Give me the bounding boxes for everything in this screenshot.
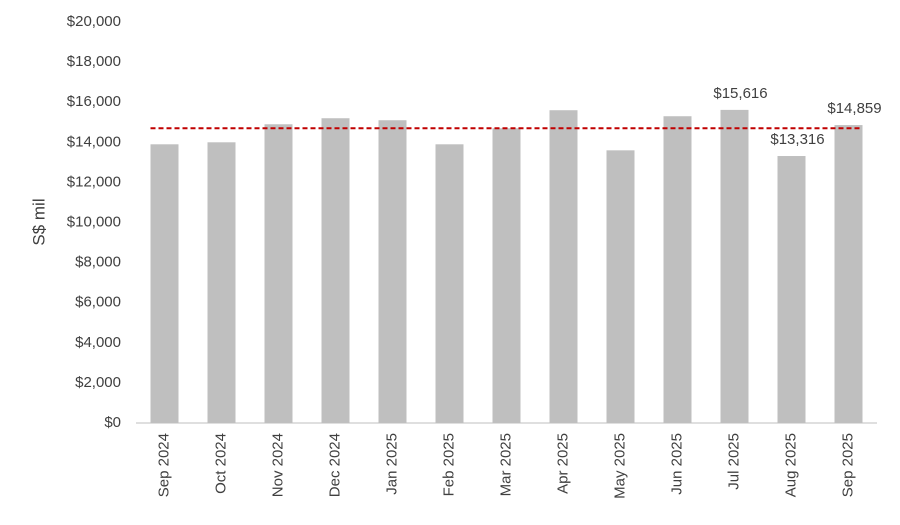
y-tick-label: $8,000 (75, 254, 121, 271)
bar (321, 118, 350, 424)
bar (150, 144, 179, 423)
y-tick-label: $6,000 (75, 294, 121, 311)
x-tick-label: Mar 2025 (497, 433, 514, 496)
bar (606, 150, 635, 423)
bar (834, 125, 863, 423)
bar (720, 109, 749, 423)
y-tick-label: $20,000 (67, 13, 121, 30)
y-tick-label: $10,000 (67, 213, 121, 230)
x-tick-label: Jun 2025 (668, 433, 685, 495)
bar (378, 120, 407, 424)
x-tick-label: Feb 2025 (440, 433, 457, 496)
x-tick-label: Jul 2025 (725, 433, 742, 490)
y-tick-label: $4,000 (75, 334, 121, 351)
y-tick-label: $0 (104, 414, 121, 431)
y-tick-label: $12,000 (67, 173, 121, 190)
bar (492, 128, 521, 423)
x-tick-label: Nov 2024 (269, 433, 286, 497)
x-tick-label: Oct 2024 (212, 433, 229, 494)
y-axis-label: S$ mil (29, 198, 48, 245)
x-tick-label: May 2025 (611, 433, 628, 499)
bar (549, 110, 578, 423)
x-tick-label: Sep 2025 (839, 433, 856, 497)
y-tick-label: $18,000 (67, 53, 121, 70)
y-tick-label: $14,000 (67, 133, 121, 150)
value-label: $14,859 (827, 100, 881, 117)
y-tick-label: $16,000 (67, 93, 121, 110)
x-tick-label: Dec 2024 (326, 433, 343, 497)
x-tick-label: Sep 2024 (155, 433, 172, 497)
value-label: $13,316 (770, 131, 824, 148)
bar (663, 116, 692, 424)
y-tick-label: $2,000 (75, 374, 121, 391)
x-tick-label: Jan 2025 (383, 433, 400, 495)
value-label: $15,616 (713, 85, 767, 102)
bar (207, 142, 236, 424)
bar (435, 144, 464, 423)
bar (777, 156, 806, 423)
bar (264, 124, 293, 423)
x-tick-label: Aug 2025 (782, 433, 799, 497)
x-tick-label: Apr 2025 (554, 433, 571, 494)
